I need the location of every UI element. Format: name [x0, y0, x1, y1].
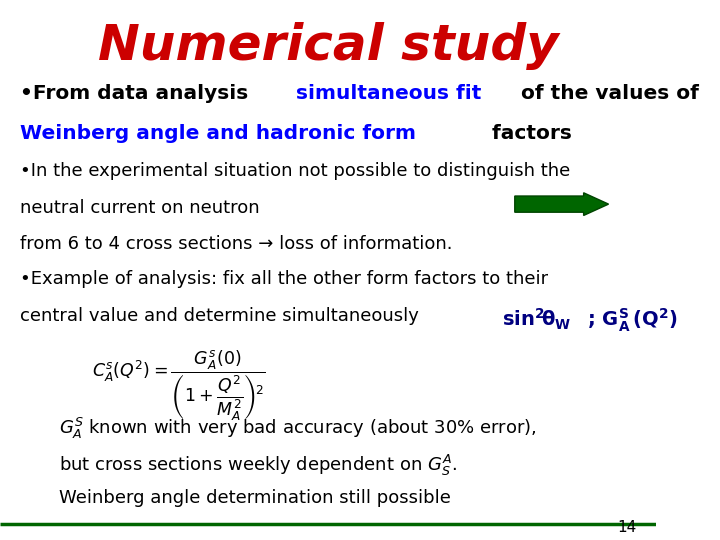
Text: but cross sections weekly dependent on $G_S^A$.: but cross sections weekly dependent on $…	[59, 453, 457, 477]
Text: central value and determine simultaneously: central value and determine simultaneous…	[19, 307, 430, 325]
Text: •From data analysis: •From data analysis	[19, 84, 255, 103]
Text: $C^s_A(Q^2) = \dfrac{G^s_A(0)}{\left(1 + \dfrac{Q^2}{M_A^2}\right)^{\!2}}$: $C^s_A(Q^2) = \dfrac{G^s_A(0)}{\left(1 +…	[92, 348, 265, 423]
Text: from 6 to 4 cross sections → loss of information.: from 6 to 4 cross sections → loss of inf…	[19, 235, 452, 253]
Text: neutral current on neutron: neutral current on neutron	[19, 199, 259, 217]
Text: $G^S_A$ known with very bad accuracy (about 30% error),: $G^S_A$ known with very bad accuracy (ab…	[59, 416, 537, 441]
Text: Weinberg angle and hadronic form: Weinberg angle and hadronic form	[19, 124, 415, 143]
Text: $\mathbf{sin^2\!\theta_W}$: $\mathbf{sin^2\!\theta_W}$	[502, 307, 572, 332]
Text: •In the experimental situation not possible to distinguish the: •In the experimental situation not possi…	[19, 162, 570, 180]
Text: of the values of: of the values of	[514, 84, 699, 103]
Text: simultaneous fit: simultaneous fit	[296, 84, 482, 103]
Text: 14: 14	[617, 519, 636, 535]
Text: $\mathbf{\,;\,G^S_A\,(Q^2)}$: $\mathbf{\,;\,G^S_A\,(Q^2)}$	[583, 307, 677, 334]
Text: Weinberg angle determination still possible: Weinberg angle determination still possi…	[59, 489, 451, 507]
FancyArrow shape	[515, 193, 608, 215]
Text: Numerical study: Numerical study	[97, 22, 558, 70]
Text: •Example of analysis: fix all the other form factors to their: •Example of analysis: fix all the other …	[19, 270, 548, 288]
Text: factors: factors	[485, 124, 572, 143]
